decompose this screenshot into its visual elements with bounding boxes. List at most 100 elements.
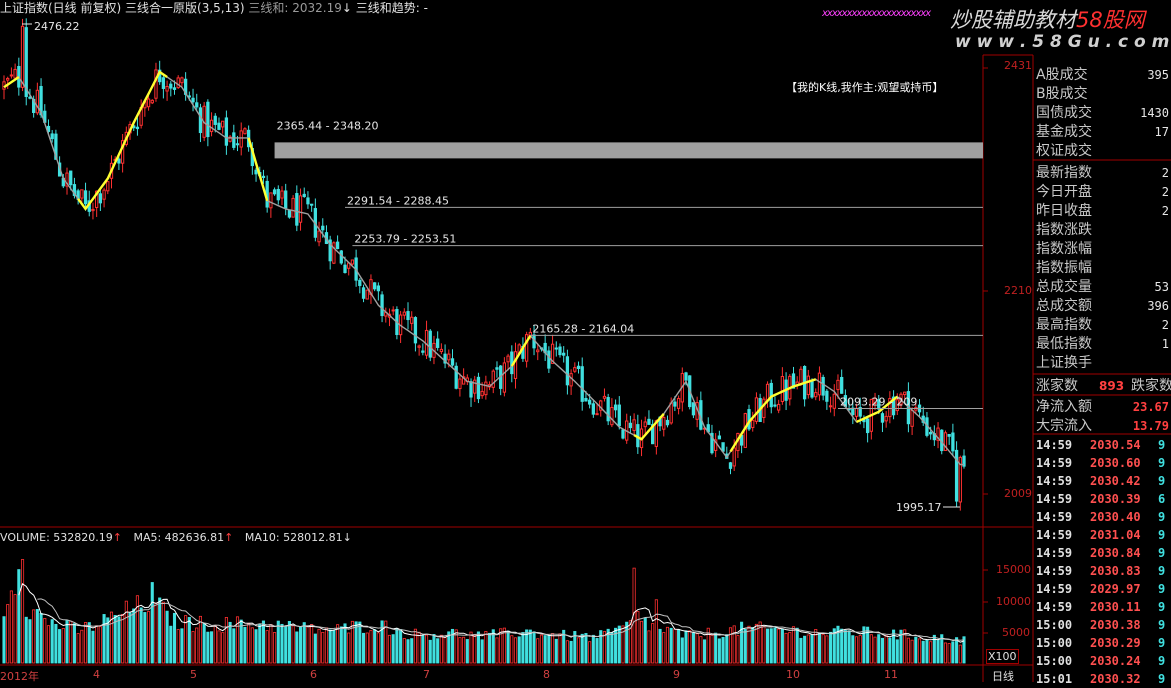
volume-bar	[547, 635, 551, 664]
candle-body	[762, 398, 766, 418]
rp-row: B股成交	[1035, 85, 1171, 104]
candle-body	[851, 407, 855, 416]
volume-header: VOLUME: 532820.19↑ MA5: 482636.81↑ MA10:…	[0, 530, 352, 546]
candle-body	[80, 189, 84, 199]
candle-body	[673, 401, 677, 407]
volume-bar	[109, 611, 114, 664]
candle-body	[676, 398, 681, 409]
volume-axis-label: 15000	[996, 563, 1031, 576]
price-axis-label: 2210	[1004, 284, 1032, 297]
rp-value: 23.67	[1132, 400, 1169, 414]
tick-volume: 9	[1158, 600, 1166, 614]
volume-bar	[717, 638, 721, 664]
volume-bar	[880, 637, 885, 664]
candle-body	[243, 128, 247, 135]
volume-bar	[17, 569, 21, 664]
candle-body	[569, 373, 573, 387]
ma-line-yellow	[247, 137, 269, 202]
volume-bar	[376, 632, 380, 664]
candle-body	[373, 282, 377, 290]
rp-label: 最高指数	[1036, 317, 1092, 333]
volume-bar	[247, 623, 251, 664]
rp-label: A股成交	[1036, 67, 1088, 83]
volume-bar	[936, 639, 940, 664]
volume-bar	[691, 632, 695, 664]
volume-bar	[384, 620, 388, 664]
candle-body	[358, 279, 362, 286]
rp-value: 2	[1161, 204, 1169, 218]
max-price-label: 2476.22	[34, 20, 80, 33]
period-tab[interactable]: 日线	[992, 670, 1014, 683]
tick-price: 2029.97	[1090, 582, 1141, 596]
rp-value: 17	[1154, 125, 1169, 139]
candle-body	[421, 350, 425, 353]
tick-price: 2030.84	[1090, 546, 1141, 560]
candle-body	[773, 404, 777, 407]
volume-bar	[2, 616, 6, 664]
candle-body	[39, 86, 43, 116]
date-axis-label: 11	[884, 668, 898, 681]
candle-body	[502, 362, 507, 393]
candle-body	[228, 136, 232, 142]
candle-body	[610, 407, 614, 426]
tick-volume: 9	[1158, 582, 1166, 596]
volume-bar	[780, 628, 784, 664]
candle-body	[454, 365, 458, 389]
volume-bar	[488, 632, 492, 664]
candle-body	[117, 158, 121, 164]
candle-body	[450, 358, 455, 366]
candle-body	[910, 410, 914, 427]
volume-bar	[762, 626, 766, 664]
candle-body	[295, 193, 299, 226]
volume-bar	[791, 626, 796, 664]
volume-bar	[866, 626, 870, 664]
volume-bar	[565, 640, 569, 664]
candle-body	[628, 422, 633, 429]
volume-bar	[714, 632, 718, 664]
volume-bar	[614, 627, 618, 664]
volume-multiplier: X100	[986, 649, 1019, 664]
candle-body	[95, 190, 99, 208]
candle-body	[947, 433, 951, 437]
volume-bar	[443, 637, 447, 664]
volume-bar	[425, 634, 429, 664]
volume-bar	[20, 559, 25, 664]
candle-body	[754, 397, 759, 422]
candle-body	[269, 192, 273, 209]
volume-bar	[877, 634, 881, 664]
candle-body	[821, 376, 825, 396]
tick-time: 14:59	[1036, 474, 1073, 488]
volume-bar	[888, 637, 892, 664]
candle-body	[439, 348, 444, 353]
volume-bar	[395, 628, 399, 664]
ma-line-yellow	[633, 413, 665, 441]
volume-bar	[106, 617, 110, 664]
candle-body	[261, 175, 266, 179]
min-price-label: 1995.17	[896, 501, 942, 514]
rp-label: 昨日收盘	[1036, 203, 1092, 219]
volume-bar	[324, 627, 329, 664]
volume-bar	[947, 643, 951, 664]
volume-bar	[499, 628, 503, 664]
volume-up-arrow: ↑	[112, 531, 122, 544]
volume-bar	[725, 634, 729, 664]
volume-bar	[72, 623, 76, 664]
volume-bar	[428, 639, 432, 664]
volume-bar	[276, 620, 280, 664]
tick-price: 2030.40	[1090, 510, 1141, 524]
volume-bar	[892, 629, 896, 664]
candle-body	[832, 393, 836, 409]
volume-bar	[784, 632, 788, 664]
volume-bar	[903, 629, 907, 664]
candle-body	[50, 133, 54, 140]
volume-bar	[743, 629, 747, 664]
volume-bar	[814, 629, 818, 664]
rp-value: 1	[1161, 337, 1169, 351]
flow-row: 净流入额 23.67	[1035, 398, 1171, 417]
volume-bar	[843, 630, 847, 664]
rp-row: 总成交量 53	[1035, 278, 1171, 297]
volume-bar	[339, 626, 343, 664]
candle-body	[461, 376, 466, 385]
volume-bar	[669, 627, 673, 664]
